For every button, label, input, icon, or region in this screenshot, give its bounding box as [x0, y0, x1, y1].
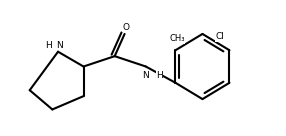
Text: H: H: [45, 41, 51, 50]
Text: N: N: [142, 72, 149, 81]
Text: CH₃: CH₃: [169, 35, 185, 44]
Text: H: H: [156, 72, 163, 81]
Text: Cl: Cl: [215, 32, 224, 41]
Text: O: O: [122, 23, 130, 32]
Text: N: N: [56, 41, 63, 50]
